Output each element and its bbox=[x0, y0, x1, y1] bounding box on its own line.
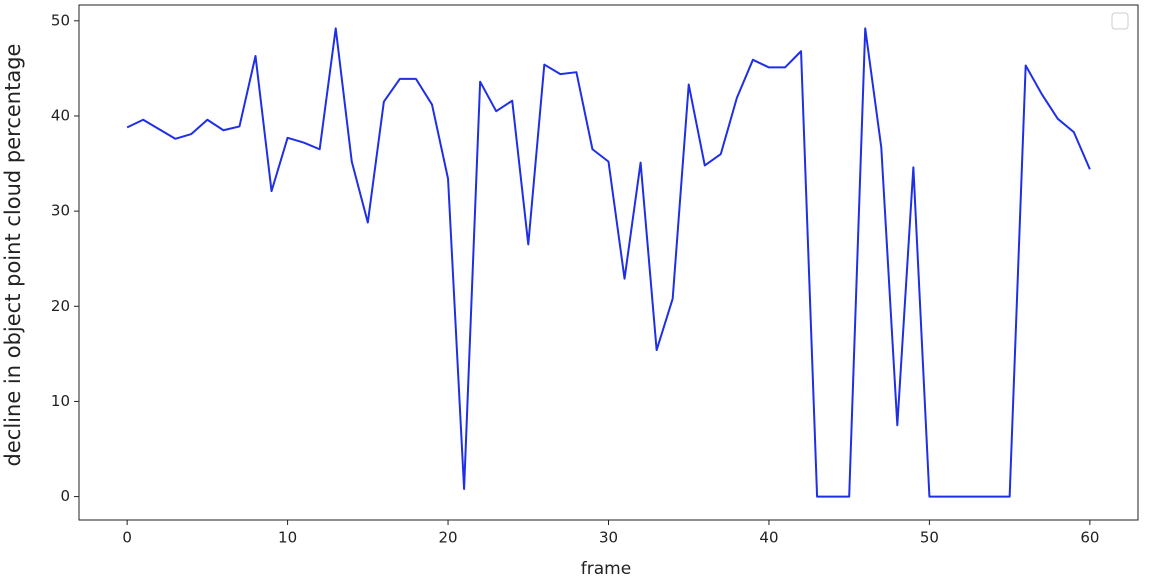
y-tick-label: 30 bbox=[51, 202, 70, 220]
y-tick-label: 10 bbox=[51, 392, 70, 410]
x-tick-label: 30 bbox=[599, 529, 618, 547]
y-tick-label: 50 bbox=[51, 11, 70, 29]
y-axis-label: decline in object point cloud percentage bbox=[1, 44, 25, 467]
y-tick-label: 20 bbox=[51, 297, 70, 315]
y-tick-label: 40 bbox=[51, 106, 70, 124]
x-axis-label: frame bbox=[581, 559, 631, 579]
y-tick-label: 0 bbox=[60, 487, 70, 505]
x-tick-label: 40 bbox=[759, 529, 778, 547]
data-line bbox=[126, 27, 1091, 498]
legend-box bbox=[1111, 12, 1129, 30]
x-tick-label: 0 bbox=[122, 529, 132, 547]
x-tick-label: 50 bbox=[920, 529, 939, 547]
x-tick-label: 10 bbox=[278, 529, 297, 547]
plot-frame bbox=[78, 4, 1139, 521]
x-tick-label: 20 bbox=[438, 529, 457, 547]
x-tick-label: 60 bbox=[1080, 529, 1099, 547]
